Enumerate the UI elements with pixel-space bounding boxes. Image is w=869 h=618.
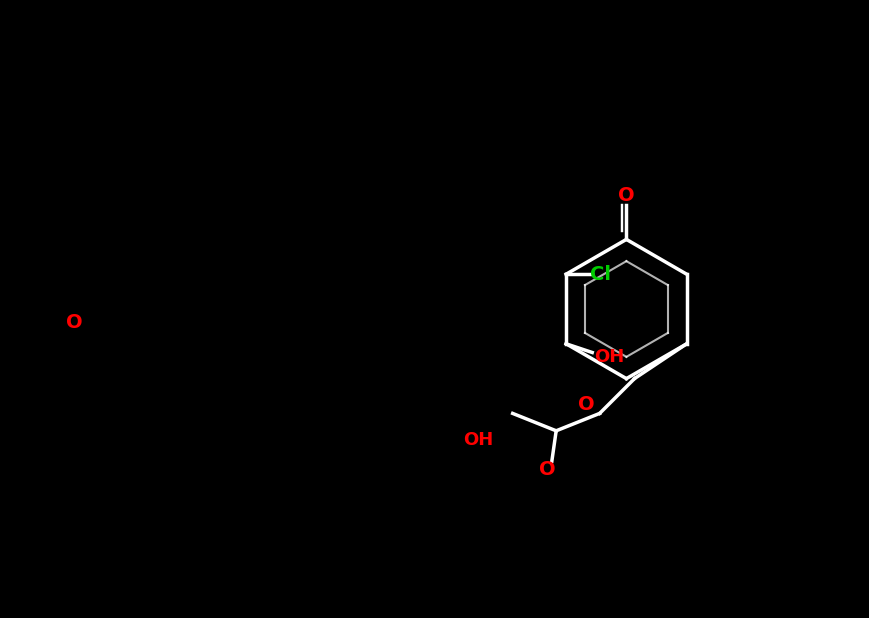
Text: Cl: Cl [590,265,611,284]
Text: O: O [578,395,594,414]
Text: O: O [539,460,555,480]
Text: OH: OH [594,348,624,366]
Text: OH: OH [462,431,493,449]
Text: O: O [65,313,83,331]
Text: O: O [617,187,634,205]
